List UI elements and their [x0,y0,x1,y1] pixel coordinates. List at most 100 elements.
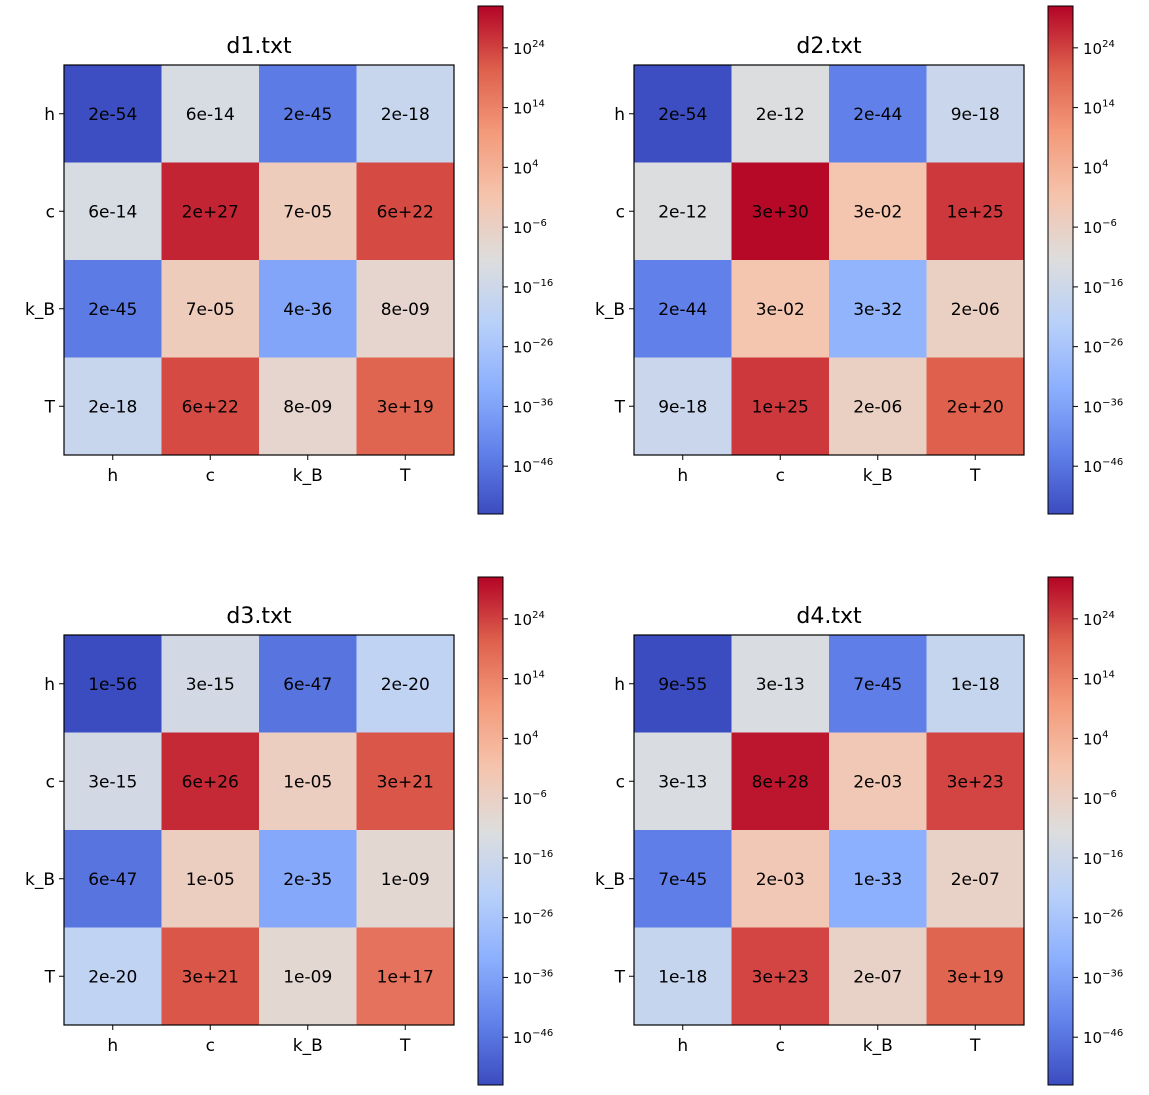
heatmap-cell [64,260,162,358]
heatmap-panel-3: 1e-56 3e-15 6e-47 2e-20 3e-15 6e+26 1e-05 3e+21… [25,576,553,1086]
cell-value-label: 3e+23 [947,772,1004,792]
heatmap-cell [926,260,1025,358]
cell-value-label: 2e-45 [88,300,137,320]
cell-value-label: 6e-47 [283,675,332,695]
colorbar-tick-label: 10−26 [1083,338,1123,357]
cell-value-label: 3e+19 [377,397,434,417]
heatmap-cell [926,635,1025,733]
y-tick-label: T [44,967,56,987]
cell-value-label: 2e-54 [658,105,707,125]
heatmap-cell [731,162,830,261]
cell-value-label: 1e-05 [186,870,235,890]
cell-value-label: 1e-56 [88,675,137,695]
chart-title: d4.txt [796,604,862,629]
cell-value-label: 2e-12 [756,105,805,125]
heatmap-cell [731,635,830,733]
heatmap-panel-2: 2e-54 2e-12 2e-44 9e-18 2e-12 3e+30 3e-02 1e+25… [595,5,1123,515]
cell-value-label: 1e-18 [658,967,707,987]
cell-value-label: 9e-18 [658,397,707,417]
heatmap-cell [731,65,830,163]
colorbar-tick-label: 10−16 [513,278,553,297]
heatmap-cell [259,162,357,261]
heatmap-cell [731,732,830,831]
y-tick-label: k_B [595,870,625,890]
heatmap-cell [356,830,455,928]
cell-value-label: 7e-45 [658,870,707,890]
cell-value-label: 2e-07 [951,870,1000,890]
heatmap-cell [926,162,1025,261]
y-tick-label: k_B [595,300,625,320]
heatmap-cell [926,357,1025,456]
colorbar-tick-label: 1024 [1083,39,1115,58]
colorbar-tick-label: 10−26 [513,338,553,357]
heatmap-cell [259,927,357,1026]
cell-value-label: 1e+17 [377,967,434,987]
axes-frame [633,634,1025,1026]
heatmap-cell [634,635,732,733]
colorbar [1047,576,1074,1086]
x-tick-label: h [677,1036,688,1056]
cell-value-label: 2e-06 [951,300,1000,320]
heatmap-cell [356,927,455,1026]
axes-frame [63,634,455,1026]
heatmap-cell [259,830,357,928]
heatmap-cell [356,65,455,163]
heatmap-panel-1: 2e-54 6e-14 2e-45 2e-18 6e-14 2e+27 7e-05 6e+22… [25,5,553,515]
cell-value-label: 8e+28 [752,772,809,792]
heatmap-cell [161,830,260,928]
cell-value-label: 1e-05 [283,772,332,792]
cell-value-label: 3e+23 [752,967,809,987]
colorbar-tick-label: 10−6 [513,218,547,237]
y-tick-label: T [44,397,56,417]
colorbar-tick-label: 10−46 [1083,1028,1123,1047]
colorbar-tick-label: 1024 [513,39,545,58]
cell-value-label: 3e-15 [88,772,137,792]
heatmap-cell [634,927,732,1026]
heatmap-cell [64,65,162,163]
y-tick-label: h [614,105,625,125]
x-tick-label: T [399,1036,411,1056]
y-tick-label: T [614,397,626,417]
heatmap-panel-4: 9e-55 3e-13 7e-45 1e-18 3e-13 8e+28 2e-03 3e+23… [595,576,1123,1086]
cell-value-label: 2e-03 [756,870,805,890]
cell-value-label: 1e-09 [381,870,430,890]
x-tick-label: T [399,466,411,486]
colorbar-tick-label: 10−36 [1083,968,1123,987]
heatmap-cell [259,635,357,733]
heatmap-cell [731,830,830,928]
heatmap-cell [829,927,927,1026]
cell-value-label: 6e-47 [88,870,137,890]
cell-value-label: 3e-32 [853,300,902,320]
x-tick-label: c [776,466,785,486]
cell-value-label: 6e+22 [182,397,239,417]
x-tick-label: k_B [863,1036,893,1056]
cell-value-label: 2e-03 [853,772,902,792]
cell-value-label: 2e-07 [853,967,902,987]
cell-value-label: 6e+22 [377,202,434,222]
heatmap-cell [634,357,732,456]
cell-value-label: 2e-20 [88,967,137,987]
cell-value-label: 3e-13 [756,675,805,695]
colorbar-tick-label: 104 [1083,729,1108,748]
cell-value-label: 6e+26 [182,772,239,792]
x-tick-label: T [969,1036,981,1056]
cell-value-label: 9e-18 [951,105,1000,125]
colorbar [1047,5,1074,515]
heatmap-cell [356,732,455,831]
colorbar-tick-label: 104 [1083,158,1108,177]
y-tick-label: h [614,675,625,695]
colorbar-tick-label: 10−16 [1083,849,1123,868]
cell-value-label: 3e+19 [947,967,1004,987]
chart-title: d3.txt [226,604,292,629]
colorbar-tick-label: 1014 [1083,99,1115,118]
heatmap-cell [356,162,455,261]
colorbar-tick-label: 10−6 [1083,218,1117,237]
heatmap-cell [161,732,260,831]
heatmap-cell [634,260,732,358]
heatmap-cell [356,635,455,733]
cell-value-label: 6e-14 [88,202,137,222]
y-tick-label: h [44,675,55,695]
x-tick-label: c [206,466,215,486]
x-tick-label: k_B [293,1036,323,1056]
